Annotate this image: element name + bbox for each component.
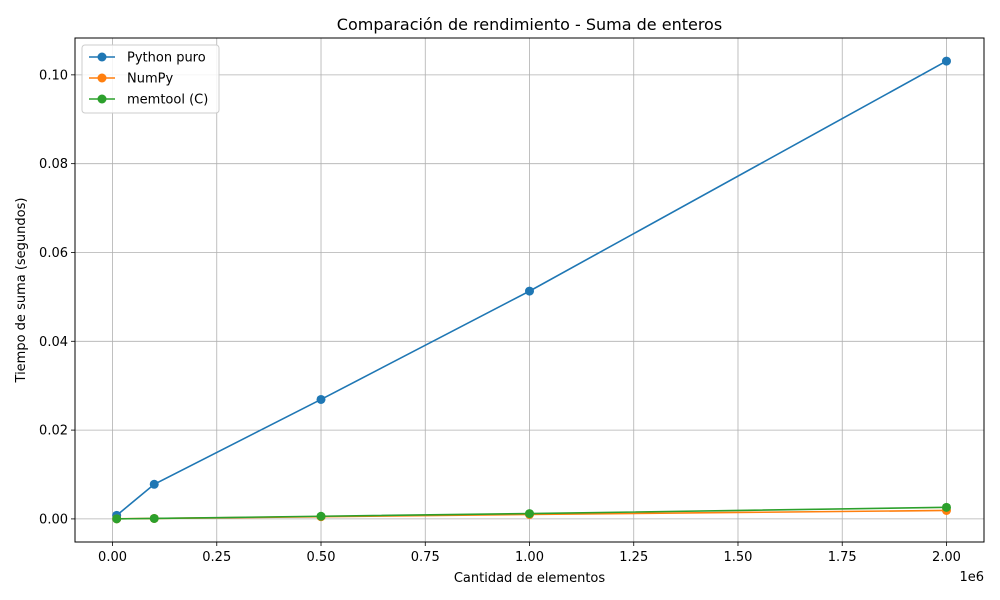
legend-label: memtool (C) <box>127 93 208 108</box>
legend-marker <box>97 52 107 62</box>
x-axis-label: Cantidad de elementos <box>454 571 606 586</box>
x-tick-label: 0.00 <box>98 550 127 565</box>
y-tick-label: 0.00 <box>39 512 68 527</box>
legend-label: Python puro <box>127 51 206 66</box>
x-axis: 0.00 0.25 0.50 0.75 1.00 1.25 1.50 1.75 2.00 <box>98 542 961 565</box>
data-point <box>316 511 326 521</box>
x-tick-label: 0.50 <box>307 550 336 565</box>
series-layer <box>112 56 951 524</box>
x-tick-label: 1.00 <box>515 550 544 565</box>
data-point <box>525 509 534 519</box>
x-tick-label: 0.75 <box>411 550 440 565</box>
legend-marker <box>97 73 107 83</box>
legend: Python puro NumPy memtool (C) <box>81 44 220 114</box>
x-tick-label: 2.00 <box>932 550 961 565</box>
data-point <box>525 286 534 296</box>
y-axis: 0.00 0.02 0.04 0.06 0.08 0.10 <box>39 68 75 527</box>
x-tick-label: 1.50 <box>724 550 753 565</box>
data-point <box>941 502 951 512</box>
legend-marker <box>97 94 107 104</box>
data-point <box>149 479 159 489</box>
x-tick-label: 1.75 <box>828 550 857 565</box>
legend-label: NumPy <box>127 72 173 87</box>
y-tick-label: 0.10 <box>39 68 68 83</box>
data-point <box>149 513 159 523</box>
y-tick-label: 0.04 <box>39 335 68 350</box>
legend-box <box>81 44 220 114</box>
x-tick-label: 0.25 <box>202 550 231 565</box>
y-tick-label: 0.02 <box>39 424 68 439</box>
chart-title: Comparación de rendimiento - Suma de ent… <box>337 15 722 34</box>
data-point <box>316 394 326 404</box>
y-axis-label: Tiempo de suma (segundos) <box>14 198 29 384</box>
data-point <box>112 514 122 524</box>
x-tick-label: 1.25 <box>619 550 648 565</box>
data-point <box>941 56 951 66</box>
y-tick-label: 0.08 <box>39 157 68 172</box>
x-axis-offset-label: 1e6 <box>959 570 984 585</box>
y-tick-label: 0.06 <box>39 246 68 261</box>
